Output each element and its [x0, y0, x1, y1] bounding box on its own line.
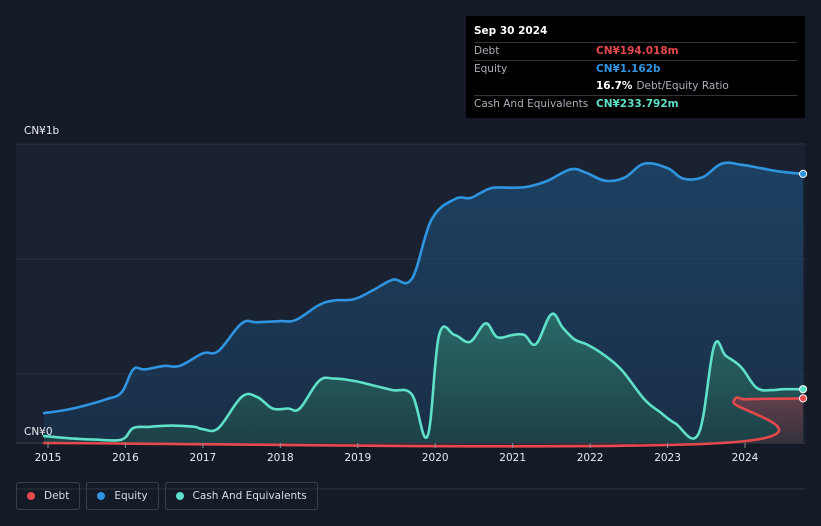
legend: Debt Equity Cash And Equivalents — [16, 482, 318, 510]
tooltip-date: Sep 30 2024 — [474, 25, 548, 37]
legend-equity-label: Equity — [114, 490, 148, 502]
tooltip-cash-label: Cash And Equivalents — [474, 98, 589, 110]
legend-debt-dot — [27, 492, 35, 500]
y-axis-labels: CN¥1b CN¥0 — [24, 125, 60, 438]
cash-endpoint — [798, 385, 808, 394]
x-tick-label: 2023 — [654, 452, 681, 464]
y-tick-label: CN¥1b — [24, 125, 60, 137]
y-tick-label: CN¥0 — [24, 426, 53, 438]
legend-debt-label: Debt — [44, 490, 70, 502]
equity-endpoint — [798, 169, 808, 178]
tooltip-panel: Sep 30 2024 Debt CN¥194.018m Equity CN¥1… — [466, 16, 805, 118]
x-tick-label: 2022 — [577, 452, 604, 464]
series-areas — [44, 162, 804, 447]
x-tick-label: 2016 — [112, 452, 139, 464]
cash-line — [42, 312, 805, 442]
x-tick-label: 2017 — [190, 452, 217, 464]
legend-item-debt[interactable]: Debt — [16, 482, 81, 510]
x-axis: 2015 2016 2017 2018 2019 2020 2021 2022 2023 2024 — [35, 443, 759, 464]
equity-line — [42, 161, 805, 415]
legend-item-equity[interactable]: Equity — [86, 482, 159, 510]
x-tick-label: 2020 — [422, 452, 449, 464]
debt-endpoint — [798, 394, 808, 403]
tooltip-ratio-label: Debt/Equity Ratio — [636, 80, 729, 92]
series-lines — [42, 161, 805, 448]
legend-cash-dot — [175, 492, 184, 500]
tooltip-ratio-value: 16.7% — [596, 80, 633, 92]
legend-cash-label: Cash And Equivalents — [192, 490, 307, 502]
x-tick-label: 2018 — [267, 452, 294, 464]
tooltip-cash-value: CN¥233.792m — [596, 98, 679, 110]
x-tick-label: 2019 — [344, 452, 371, 464]
tooltip-debt-value: CN¥194.018m — [596, 45, 679, 57]
legend-equity-dot — [97, 492, 106, 500]
tooltip-equity-label: Equity — [474, 63, 508, 75]
tooltip-ratio-spacer — [474, 78, 596, 95]
series-endpoints — [798, 169, 808, 403]
tooltip-equity-value: CN¥1.162b — [596, 63, 661, 75]
tooltip-debt-label: Debt — [474, 45, 500, 57]
debt-line — [42, 396, 805, 448]
legend-item-cash[interactable]: Cash And Equivalents — [164, 482, 318, 510]
x-tick-label: 2015 — [35, 452, 62, 464]
x-tick-label: 2021 — [499, 452, 526, 464]
cash-area — [44, 313, 804, 443]
x-tick-label: 2024 — [732, 452, 759, 464]
